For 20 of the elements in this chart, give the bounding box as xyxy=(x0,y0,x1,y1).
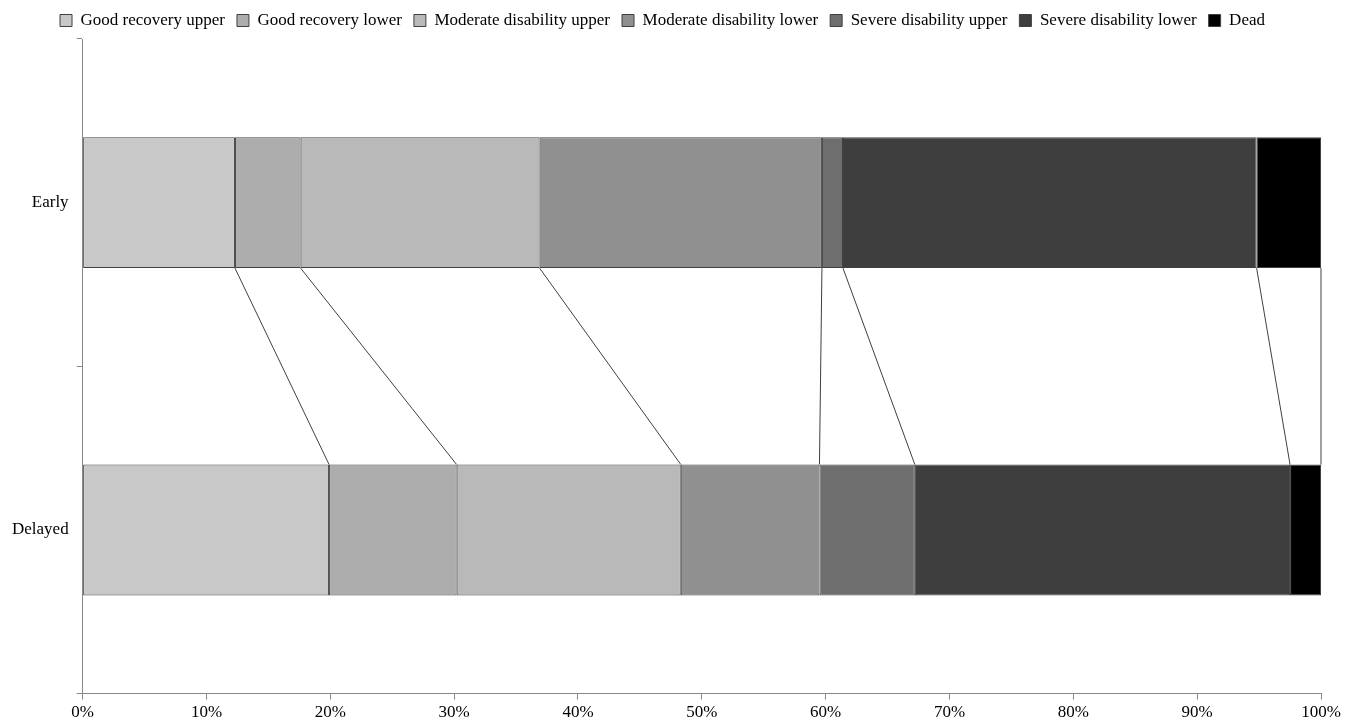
x-tick-label: 80% xyxy=(1057,702,1089,722)
x-tick-label: 40% xyxy=(562,702,594,722)
y-tick-label: Delayed xyxy=(12,519,70,539)
legend-label: Severe disability lower xyxy=(1039,9,1197,29)
legend-label: Good recovery upper xyxy=(80,9,226,29)
x-tick-label: 20% xyxy=(314,702,346,722)
x-tick-label: 30% xyxy=(438,702,470,722)
x-tick-label: 90% xyxy=(1181,702,1213,722)
x-tick-label: 50% xyxy=(686,702,718,722)
legend-label: Moderate disability upper xyxy=(434,9,611,29)
legend-label: Good recovery lower xyxy=(257,9,403,29)
legend-label: Moderate disability lower xyxy=(642,9,819,29)
x-tick-label: 100% xyxy=(1301,702,1341,722)
x-tick-label: 70% xyxy=(933,702,966,722)
x-tick-label: 0% xyxy=(71,702,94,722)
y-tick-label: Early xyxy=(31,192,70,212)
legend-label: Severe disability upper xyxy=(850,9,1008,29)
x-tick-label: 10% xyxy=(190,702,223,722)
legend-label: Dead xyxy=(1229,9,1266,29)
x-tick-label: 60% xyxy=(810,702,842,722)
